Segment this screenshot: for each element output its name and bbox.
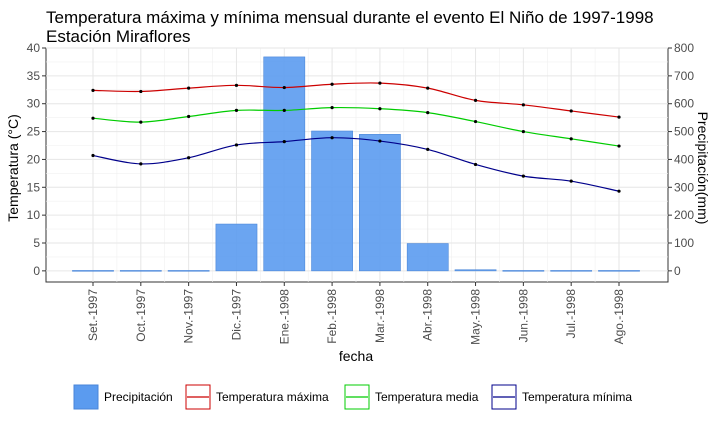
x-tick-label: Jul.-1998 xyxy=(564,289,578,339)
series-line-2 xyxy=(92,137,620,192)
y-left-tick-label: 30 xyxy=(27,97,41,111)
x-tick-label: Feb.-1998 xyxy=(325,289,339,344)
x-tick-label: May.-1998 xyxy=(469,289,483,345)
series-point-0 xyxy=(139,89,143,94)
x-tick-label: Oct.-1997 xyxy=(134,289,148,342)
legend-label-1: Temperatura máxima xyxy=(216,390,329,404)
series-point-2 xyxy=(521,174,525,178)
series-point-2 xyxy=(330,136,334,140)
series-point-2 xyxy=(234,143,239,147)
y-left-tick-label: 35 xyxy=(27,69,41,83)
bar-precipitacion xyxy=(598,270,640,272)
y-right-tick-label: 500 xyxy=(674,125,694,139)
series-point-1 xyxy=(139,120,143,124)
x-tick-label: Nov.-1997 xyxy=(182,289,196,344)
x-axis-title: fecha xyxy=(339,348,373,364)
series-point-1 xyxy=(426,111,430,115)
series-point-0 xyxy=(234,83,239,87)
y-right-tick-label: 300 xyxy=(674,180,694,194)
y-right-tick-label: 100 xyxy=(674,236,694,250)
x-tick-label: Jun.-1998 xyxy=(516,289,530,343)
series-point-1 xyxy=(378,107,382,111)
x-tick-label: Ene.-1998 xyxy=(277,289,291,345)
y-right-tick-label: 0 xyxy=(674,264,681,278)
bar-precipitacion xyxy=(119,270,162,272)
bar-precipitacion xyxy=(550,270,593,272)
bar-precipitacion xyxy=(502,270,545,272)
series-point-2 xyxy=(617,189,621,193)
series-point-0 xyxy=(330,82,334,86)
series-point-1 xyxy=(617,144,621,148)
x-tick-label: Mar.-1998 xyxy=(373,289,387,343)
series-point-0 xyxy=(91,88,95,92)
series-point-0 xyxy=(473,98,478,102)
series-point-1 xyxy=(91,116,95,120)
y-left-tick-label: 40 xyxy=(27,41,41,55)
y-right-tick-label: 600 xyxy=(674,97,694,111)
bar-precipitacion xyxy=(167,270,210,272)
y-left-tick-label: 10 xyxy=(27,208,41,222)
y-axis-left-title: Temperatura (°C) xyxy=(5,114,21,222)
x-tick-label: Set.-1997 xyxy=(86,289,100,341)
legend-label-0: Precipitación xyxy=(104,390,173,404)
bar-precipitacion xyxy=(215,223,258,272)
series-point-0 xyxy=(521,103,525,107)
legend-label-2: Temperatura media xyxy=(375,390,479,404)
series-point-1 xyxy=(282,108,286,112)
x-tick-label: Dic.-1997 xyxy=(229,289,243,341)
chart-subtitle: Estación Miraflores xyxy=(46,27,191,46)
series-point-1 xyxy=(187,114,191,119)
series-point-2 xyxy=(426,147,430,151)
series-point-1 xyxy=(521,129,525,134)
chart-title: Temperatura máxima y mínima mensual dura… xyxy=(46,8,654,27)
y-left-tick-label: 15 xyxy=(27,180,41,194)
y-right-tick-label: 400 xyxy=(674,152,694,166)
legend: Precipitación Temperatura máxima Temperatu… xyxy=(73,384,632,410)
legend-label-3: Temperatura mínima xyxy=(522,390,632,404)
series-line-1 xyxy=(92,106,620,147)
series-point-1 xyxy=(569,137,573,141)
y-left-tick-label: 25 xyxy=(27,125,41,139)
series-point-2 xyxy=(569,179,573,183)
series-point-0 xyxy=(569,109,573,113)
series-point-0 xyxy=(426,86,430,90)
y-left-tick-label: 5 xyxy=(33,236,40,250)
x-tick-label: Ago.-1998 xyxy=(612,289,626,345)
bar-precipitacion xyxy=(359,134,401,272)
series-point-2 xyxy=(187,156,191,160)
legend-key-0 xyxy=(73,384,99,410)
series-point-2 xyxy=(378,139,382,143)
series-point-0 xyxy=(378,81,382,85)
series-point-0 xyxy=(282,85,286,90)
x-tick-label: Abr.-1998 xyxy=(421,289,435,341)
bar-precipitacion xyxy=(454,269,497,272)
bar-precipitacion xyxy=(406,243,449,272)
series-point-0 xyxy=(617,115,621,119)
series-point-2 xyxy=(91,153,95,158)
bar-precipitacion xyxy=(72,270,114,272)
series-point-1 xyxy=(330,106,334,110)
series-point-2 xyxy=(473,162,478,167)
series-point-1 xyxy=(234,108,239,112)
series-point-2 xyxy=(139,162,143,166)
y-right-tick-label: 700 xyxy=(674,69,694,83)
y-axis-right-title: Precipitación(mm) xyxy=(695,112,711,225)
y-left-tick-label: 20 xyxy=(27,152,41,166)
bar-precipitacion xyxy=(311,130,353,272)
plot-area: 0510152025303540010020030040050060070080… xyxy=(27,41,695,345)
series-point-1 xyxy=(473,119,478,124)
series-point-0 xyxy=(187,86,191,90)
bar-precipitacion xyxy=(263,56,306,272)
y-left-tick-label: 0 xyxy=(33,264,40,278)
series-line-0 xyxy=(92,82,620,118)
y-right-tick-label: 800 xyxy=(674,41,694,55)
series-point-2 xyxy=(282,140,286,144)
y-right-tick-label: 200 xyxy=(674,208,694,222)
